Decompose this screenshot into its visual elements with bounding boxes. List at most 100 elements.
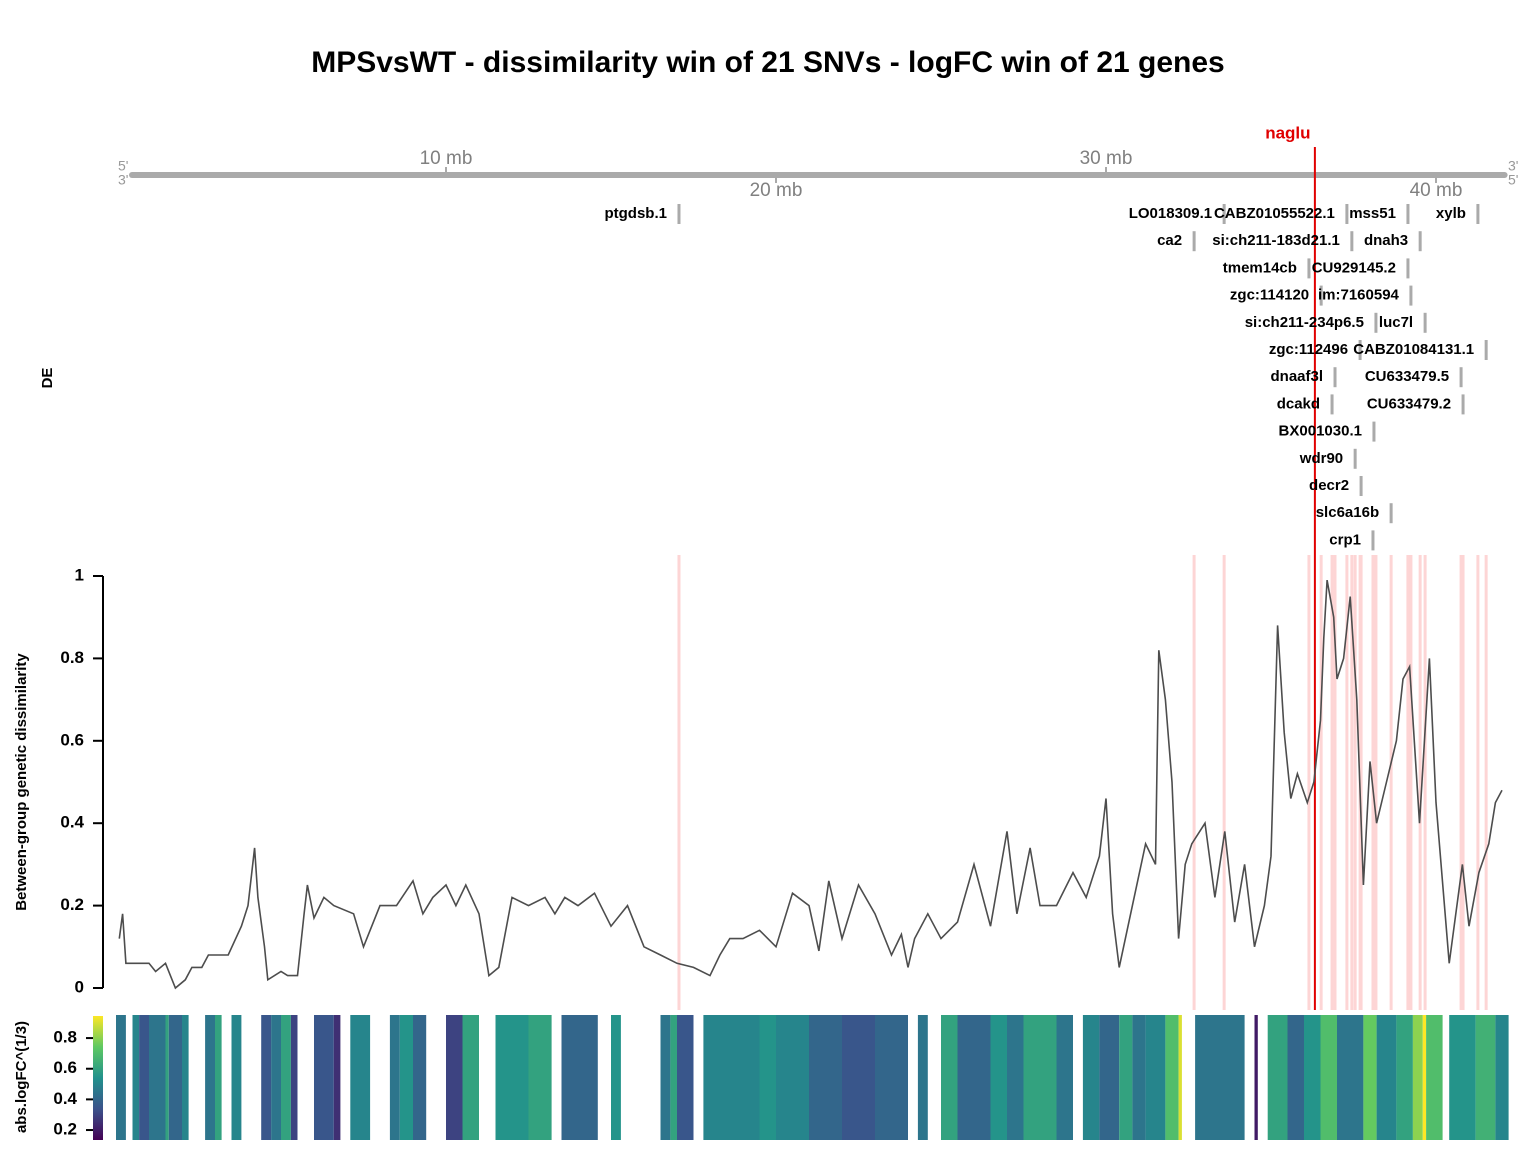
heatmap-cell	[809, 1015, 842, 1140]
y-axis-label: Between-group genetic dissimilarity	[13, 653, 30, 911]
y-tick-label: 0	[75, 977, 84, 996]
heatmap-cell	[1337, 1015, 1364, 1140]
heatmap-cell	[399, 1015, 413, 1140]
gene-label: ptgdsb.1	[604, 205, 667, 222]
colorbar-tick-label: 0.2	[53, 1120, 77, 1139]
genome-tick-label: 40 mb	[1410, 180, 1463, 201]
heatmap-cell	[132, 1015, 140, 1140]
heatmap-cell	[1165, 1015, 1179, 1140]
heatmap-cell	[446, 1015, 463, 1140]
genes-label: DE	[39, 368, 56, 389]
heatmap-cell	[1007, 1015, 1024, 1140]
heatmap-cell	[1376, 1015, 1397, 1140]
gene-label: CU633479.2	[1367, 395, 1451, 412]
heatmap-cell	[165, 1015, 169, 1140]
heatmap-cell	[990, 1015, 1007, 1140]
gene-label: xylb	[1436, 205, 1466, 222]
y-tick-label: 1	[75, 565, 84, 584]
heatmap-cell	[1023, 1015, 1057, 1140]
gene-label: CABZ01055522.1	[1214, 205, 1335, 222]
heatmap-cell	[1178, 1015, 1182, 1140]
heatmap-cell	[215, 1015, 222, 1140]
gene-label: si:ch211-183d21.1	[1212, 232, 1340, 249]
heatmap-cell	[776, 1015, 809, 1140]
heatmap-cell	[281, 1015, 291, 1140]
heatmap-cell	[677, 1015, 694, 1140]
heatmap-cell	[1195, 1015, 1245, 1140]
heatmap-cell	[1132, 1015, 1146, 1140]
heatmap-cell	[290, 1015, 298, 1140]
heatmap-cell	[528, 1015, 552, 1140]
gene-label: tmem14cb	[1223, 259, 1297, 276]
heatmap-cell	[1475, 1015, 1496, 1140]
heatmap-cell	[1267, 1015, 1288, 1140]
strand-label: 5'	[1508, 172, 1518, 188]
genome-tick-label: 20 mb	[750, 180, 803, 201]
y-tick-label: 0.8	[60, 648, 84, 667]
genome-tick-label: 30 mb	[1080, 148, 1133, 169]
heatmap-cell	[759, 1015, 776, 1140]
heatmap-cell	[1396, 1015, 1413, 1140]
gene-label: LO018309.1	[1129, 205, 1212, 222]
gene-label: slc6a16b	[1316, 504, 1379, 521]
heatmap-cell	[1056, 1015, 1073, 1140]
heatmap-cell	[149, 1015, 166, 1140]
heatmap-cell	[462, 1015, 479, 1140]
gene-label: CU929145.2	[1312, 259, 1396, 276]
heatmap-cell	[182, 1015, 189, 1140]
heatmap-cell	[495, 1015, 529, 1140]
heatmap-cell	[941, 1015, 958, 1140]
colorbar-tick-label: 0.4	[53, 1089, 77, 1108]
heatmap-cell	[1099, 1015, 1120, 1140]
gene-label: decr2	[1309, 477, 1349, 494]
gene-label: zgc:114120	[1230, 287, 1309, 304]
heatmap-cell	[670, 1015, 677, 1140]
heatmap-cell	[1320, 1015, 1337, 1140]
heatmap-cell	[271, 1015, 281, 1140]
strand-label: 3'	[118, 172, 128, 188]
heatmap-cell	[314, 1015, 334, 1140]
heatmap-cell	[703, 1015, 760, 1140]
heatmap-cell	[1287, 1015, 1304, 1140]
strand-label: 5'	[118, 158, 128, 174]
heatmap-cell	[205, 1015, 215, 1140]
gene-label: im:7160594	[1318, 287, 1400, 304]
heatmap-cell	[1412, 1015, 1423, 1140]
y-tick-label: 0.6	[60, 730, 84, 749]
strand-label: 3'	[1508, 158, 1518, 174]
heatmap-cell	[917, 1015, 928, 1140]
colorbar	[93, 1016, 103, 1140]
gene-label: dnaaf3l	[1271, 368, 1324, 385]
heatmap-cell	[116, 1015, 126, 1140]
heatmap-cell	[660, 1015, 671, 1140]
heatmap-cell	[875, 1015, 908, 1140]
data-line	[118, 579, 1503, 990]
heatmap-cell	[1422, 1015, 1427, 1140]
heatmap-cell	[957, 1015, 991, 1140]
gene-label: BX001030.1	[1279, 423, 1362, 440]
heatmap-label: abs.logFC^(1/3)	[13, 1021, 30, 1133]
gene-label: luc7l	[1379, 314, 1413, 331]
colorbar-tick-label: 0.8	[53, 1028, 77, 1047]
heatmap-cell	[231, 1015, 242, 1140]
y-tick-label: 0.2	[60, 895, 84, 914]
gene-label: dnah3	[1364, 232, 1408, 249]
heatmap-cell	[413, 1015, 427, 1140]
colorbar-tick-label: 0.6	[53, 1058, 77, 1077]
heatmap-cell	[389, 1015, 400, 1140]
heatmap-cell	[261, 1015, 272, 1140]
heatmap-cell	[168, 1015, 182, 1140]
heatmap-cell	[842, 1015, 875, 1140]
genome-tick-label: 10 mb	[420, 148, 473, 169]
heatmap-cell	[1495, 1015, 1509, 1140]
heatmap-cell	[611, 1015, 621, 1140]
gene-label: crp1	[1329, 531, 1361, 548]
gene-label: zgc:112496	[1269, 341, 1348, 358]
heatmap-cell	[1082, 1015, 1100, 1140]
heatmap-cell	[1304, 1015, 1321, 1140]
gene-label: si:ch211-234p6.5	[1245, 314, 1364, 331]
chart-title: MPSvsWT - dissimilarity win of 21 SNVs -…	[311, 46, 1225, 79]
gene-label: CABZ01084131.1	[1353, 341, 1474, 358]
